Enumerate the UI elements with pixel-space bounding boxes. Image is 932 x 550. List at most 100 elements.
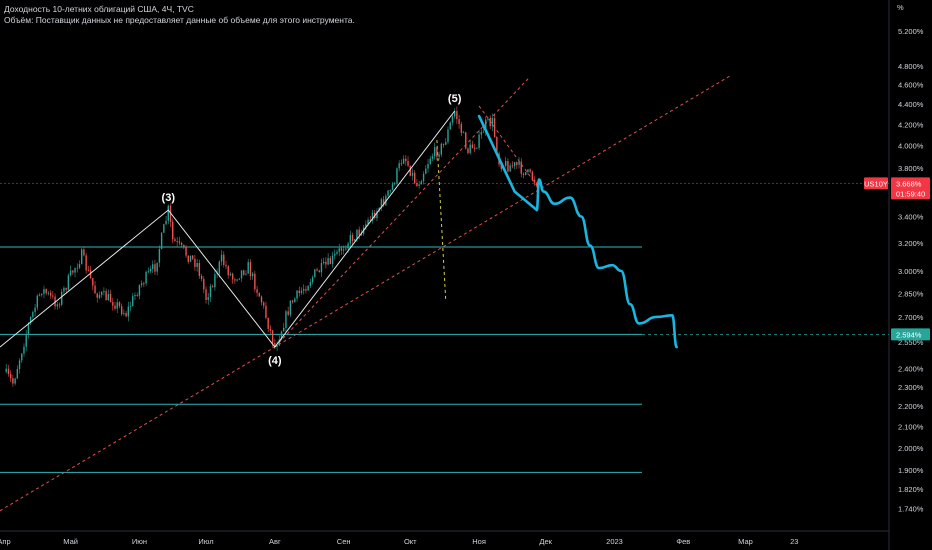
time-tick-label: Окт bbox=[404, 537, 417, 546]
trendline-long[interactable] bbox=[0, 75, 731, 512]
candle-body bbox=[187, 255, 189, 262]
candle-body bbox=[447, 129, 449, 143]
candle-body bbox=[456, 111, 458, 120]
candle-body bbox=[234, 279, 236, 281]
candle-body bbox=[25, 334, 27, 347]
projection-segment[interactable] bbox=[477, 114, 516, 193]
candle-body bbox=[522, 173, 525, 175]
candle-body bbox=[152, 264, 154, 269]
candle-body bbox=[223, 254, 225, 265]
wave-label: (4) bbox=[268, 355, 282, 367]
candle-body bbox=[396, 168, 398, 184]
time-tick-label: 23 bbox=[790, 537, 798, 546]
price-axis[interactable]: 5.200% 4.800% 4.600% 4.400% 4.200% 4.000% 3.80… bbox=[898, 27, 924, 513]
time-tick-label: Апр bbox=[0, 537, 11, 546]
price-tick-label: 4.200% bbox=[898, 120, 924, 129]
candle-body bbox=[174, 239, 176, 242]
candle-body bbox=[89, 270, 92, 279]
elliott-wave-lines[interactable]: (3) (4) (5) bbox=[0, 93, 462, 367]
candle-body bbox=[391, 184, 394, 191]
candle-body bbox=[98, 294, 101, 298]
candle-body bbox=[358, 229, 360, 236]
time-tick-label: Ноя bbox=[472, 537, 486, 546]
candle-body bbox=[211, 286, 214, 288]
vertical-dashed-line[interactable] bbox=[436, 140, 447, 302]
projection-line[interactable] bbox=[535, 178, 678, 349]
candle-body bbox=[218, 261, 221, 274]
candle-body bbox=[245, 273, 247, 275]
price-tick-label: 1.820% bbox=[898, 485, 924, 494]
candle-body bbox=[500, 164, 502, 169]
candle-body bbox=[305, 289, 307, 291]
candle-body bbox=[458, 119, 460, 124]
candle-body bbox=[453, 111, 456, 117]
candle-body bbox=[505, 160, 507, 166]
candle-body bbox=[58, 304, 61, 306]
candle-body bbox=[303, 289, 305, 291]
candle-body bbox=[276, 345, 278, 348]
candle-body bbox=[138, 285, 141, 296]
candle-body bbox=[231, 273, 234, 280]
wave-label: (3) bbox=[162, 192, 176, 204]
candle-body bbox=[298, 290, 300, 293]
wave-path[interactable] bbox=[0, 110, 456, 348]
candle-body bbox=[240, 270, 243, 279]
price-tick-label: 2.000% bbox=[898, 444, 924, 453]
candle-body bbox=[56, 304, 58, 307]
price-tick-label: 5.200% bbox=[898, 27, 924, 36]
candle-body bbox=[418, 184, 420, 186]
candle-body bbox=[192, 255, 194, 259]
candle-body bbox=[120, 306, 123, 315]
price-tick-label: 2.100% bbox=[898, 422, 924, 431]
candle-body bbox=[209, 286, 212, 298]
projection-segment[interactable] bbox=[513, 190, 539, 212]
candle-body bbox=[487, 118, 489, 120]
candle-body bbox=[87, 270, 90, 272]
candle-body bbox=[169, 205, 172, 223]
candle-body bbox=[205, 289, 207, 300]
candle-body bbox=[325, 261, 327, 265]
candle-body bbox=[283, 327, 285, 332]
candle-body bbox=[165, 220, 167, 225]
candle-body bbox=[351, 234, 354, 241]
candle-body bbox=[21, 353, 23, 361]
time-tick-label: Авг bbox=[269, 537, 281, 546]
candle-body bbox=[334, 253, 336, 256]
candle-body bbox=[92, 278, 94, 286]
candle-body bbox=[27, 323, 30, 335]
time-axis[interactable]: Апр Май Июн Июл Авг Сен Окт Ноя Дек 2023 Фев Мар 23 bbox=[0, 537, 798, 546]
candle-body bbox=[158, 248, 161, 263]
candle-body bbox=[300, 290, 303, 293]
candle-body bbox=[251, 273, 254, 277]
candle-body bbox=[69, 270, 72, 276]
candle-body bbox=[425, 168, 427, 174]
candle-body bbox=[100, 291, 103, 295]
candle-body bbox=[112, 302, 114, 306]
candle-body bbox=[287, 311, 289, 315]
time-tick-label: Июл bbox=[198, 537, 213, 546]
projection-path[interactable] bbox=[477, 114, 678, 349]
candle-body bbox=[473, 148, 476, 149]
trendline-downtrend[interactable] bbox=[478, 105, 538, 186]
candle-body bbox=[491, 118, 494, 127]
candle-body bbox=[54, 296, 56, 307]
candle-body bbox=[271, 330, 274, 344]
level-price-badge bbox=[891, 328, 930, 341]
candle-body bbox=[156, 262, 158, 272]
candle-body bbox=[354, 239, 356, 241]
level-price-label: 2.594% bbox=[896, 330, 922, 339]
candle-body bbox=[382, 199, 385, 206]
candle-body bbox=[485, 119, 487, 133]
candle-body bbox=[347, 243, 349, 249]
candle-body bbox=[178, 241, 181, 243]
horizontal-levels[interactable] bbox=[0, 183, 889, 473]
candle-body bbox=[109, 294, 112, 303]
candle-body bbox=[185, 247, 187, 256]
chart-title: Доходность 10-летних облигаций США, 4Ч, … bbox=[4, 4, 194, 14]
price-tick-label: 4.800% bbox=[898, 62, 924, 71]
candle-body bbox=[387, 190, 389, 196]
trendlines[interactable] bbox=[0, 75, 731, 512]
candle-body bbox=[154, 264, 156, 272]
candle-body bbox=[518, 161, 520, 165]
